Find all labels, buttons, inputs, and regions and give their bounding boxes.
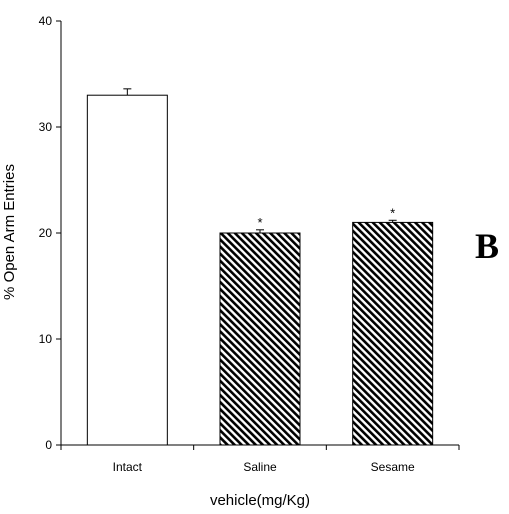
panel-label: B [475,226,499,266]
bar-saline [219,232,301,446]
significance-marker: * [390,205,395,220]
x-axis-title: vehicle(mg/Kg) [210,492,310,509]
y-tick-label: 10 [39,332,53,346]
y-tick-label: 0 [45,438,52,452]
y-tick-label: 30 [39,120,53,134]
y-tick-label: 20 [39,226,53,240]
y-tick-label: 40 [39,14,53,28]
bar-sesame [352,221,434,446]
y-axis-title: % Open Arm Entries [1,164,18,300]
x-tick-label: Saline [243,460,277,474]
significance-marker: * [257,215,262,230]
bar-intact [86,94,168,446]
x-tick-label: Sesame [371,460,415,474]
x-tick-label: Intact [113,460,143,474]
